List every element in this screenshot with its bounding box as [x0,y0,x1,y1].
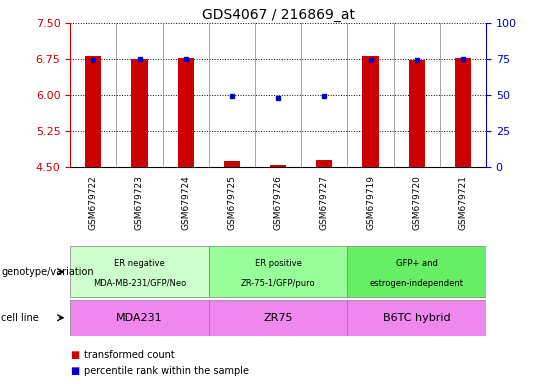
Bar [347,300,486,336]
Bar [70,300,209,336]
Bar [347,246,486,297]
Bar [85,56,102,167]
Bar [209,300,347,336]
Text: ER positive: ER positive [255,260,301,268]
Bar [455,58,471,167]
Title: GDS4067 / 216869_at: GDS4067 / 216869_at [201,8,355,22]
Text: GSM679723: GSM679723 [135,175,144,230]
Text: ■: ■ [70,366,79,376]
Text: ■: ■ [70,350,79,360]
Text: ZR-75-1/GFP/puro: ZR-75-1/GFP/puro [241,278,315,288]
Bar [362,56,379,167]
Text: ZR75: ZR75 [264,313,293,323]
Text: GSM679722: GSM679722 [89,175,98,230]
Text: B6TC hybrid: B6TC hybrid [383,313,450,323]
Text: estrogen-independent: estrogen-independent [370,278,464,288]
Bar [316,160,333,167]
Bar [178,58,194,167]
Text: MDA-MB-231/GFP/Neo: MDA-MB-231/GFP/Neo [93,278,186,288]
Bar [224,161,240,167]
Bar [409,60,425,167]
Text: MDA231: MDA231 [116,313,163,323]
Text: ER negative: ER negative [114,260,165,268]
Text: percentile rank within the sample: percentile rank within the sample [84,366,249,376]
Text: GSM679725: GSM679725 [227,175,237,230]
Bar [209,246,347,297]
Text: GSM679726: GSM679726 [274,175,282,230]
Bar [131,59,147,167]
Text: GSM679721: GSM679721 [458,175,468,230]
Text: GSM679724: GSM679724 [181,175,190,230]
Bar [70,246,209,297]
Bar [270,165,286,167]
Text: GSM679727: GSM679727 [320,175,329,230]
Text: cell line: cell line [1,313,39,323]
Text: GFP+ and: GFP+ and [396,260,437,268]
Text: genotype/variation: genotype/variation [1,266,94,277]
Text: transformed count: transformed count [84,350,174,360]
Text: GSM679719: GSM679719 [366,175,375,230]
Text: GSM679720: GSM679720 [412,175,421,230]
